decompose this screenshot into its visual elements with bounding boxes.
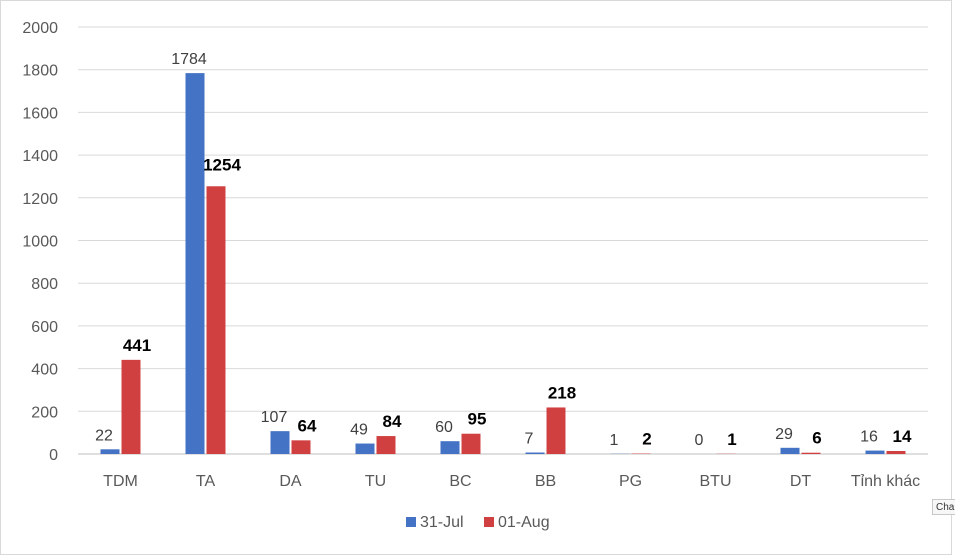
x-tick-label: DT	[790, 473, 812, 490]
data-label: 29	[775, 426, 793, 443]
bar-series2	[121, 359, 141, 454]
data-label: 107	[261, 409, 288, 426]
x-tick-label: TA	[196, 473, 216, 490]
legend-label: 31-Jul	[420, 514, 464, 531]
y-tick-label: 600	[31, 319, 58, 336]
legend-swatch	[484, 517, 494, 527]
data-label: 16	[860, 429, 878, 446]
data-label: 22	[95, 427, 113, 444]
data-label: 1254	[203, 155, 241, 174]
bar-series1	[780, 447, 800, 454]
data-label: 6	[812, 429, 821, 448]
data-label: 0	[695, 432, 704, 449]
bar-series2	[206, 186, 226, 454]
y-tick-label: 1000	[22, 234, 58, 251]
data-label: 7	[525, 431, 534, 448]
data-label: 1	[727, 430, 736, 449]
bar-series2	[546, 407, 566, 454]
y-tick-label: 400	[31, 362, 58, 379]
y-tick-label: 1800	[22, 63, 58, 80]
bar-series1	[355, 443, 375, 454]
bar-series1	[525, 452, 545, 454]
bar-series2	[461, 433, 481, 454]
x-axis: TDM TA DA TU BC BB PG BTU DT Tỉnh khác	[103, 473, 920, 490]
legend-swatch	[406, 517, 416, 527]
bar-series2	[291, 440, 311, 454]
data-label: 1784	[171, 51, 207, 68]
y-tick-label: 800	[31, 276, 58, 293]
x-tick-label: BC	[449, 473, 471, 490]
y-axis: 0 200 400 600 800 1000 1200 1400 1600 1800 2000	[22, 20, 58, 464]
bar-series1	[440, 441, 460, 454]
data-label: 60	[435, 419, 453, 436]
bar-series1	[865, 450, 885, 454]
bar-series1	[185, 73, 205, 454]
data-label: 95	[468, 410, 487, 429]
data-label: 84	[383, 412, 402, 431]
data-label: 441	[123, 336, 151, 355]
data-labels: 22 441 1784 1254 107 64 49 84 60 95 7 218 1 2 0 1 29 6 16 1…	[95, 51, 912, 449]
legend: 31-Jul 01-Aug	[406, 514, 550, 531]
x-tick-label: BB	[535, 473, 556, 490]
y-tick-label: 1600	[22, 105, 58, 122]
x-tick-label: BTU	[700, 473, 732, 490]
bar-series2	[801, 452, 821, 454]
y-tick-label: 1200	[22, 191, 58, 208]
bars	[100, 73, 906, 454]
data-label: 49	[350, 422, 368, 439]
y-tick-label: 200	[31, 404, 58, 421]
y-tick-label: 0	[49, 447, 58, 464]
grid-lines	[78, 26, 928, 455]
bar-series2	[376, 436, 396, 454]
x-tick-label: TDM	[103, 473, 138, 490]
data-label: 2	[642, 430, 651, 449]
side-tag[interactable]: Cha	[932, 499, 955, 515]
bar-series2	[886, 451, 906, 454]
y-tick-label: 2000	[22, 20, 58, 37]
data-label: 64	[298, 416, 317, 435]
data-label: 218	[548, 383, 576, 402]
bar-series1	[270, 431, 290, 454]
x-tick-label: DA	[279, 473, 302, 490]
y-tick-label: 1400	[22, 148, 58, 165]
data-label: 1	[610, 432, 619, 449]
legend-label: 01-Aug	[498, 514, 550, 531]
x-tick-label: PG	[619, 473, 642, 490]
x-tick-label: Tỉnh khác	[851, 473, 920, 490]
data-label: 14	[893, 427, 912, 446]
x-tick-label: TU	[365, 473, 386, 490]
bar-series1	[100, 449, 120, 454]
